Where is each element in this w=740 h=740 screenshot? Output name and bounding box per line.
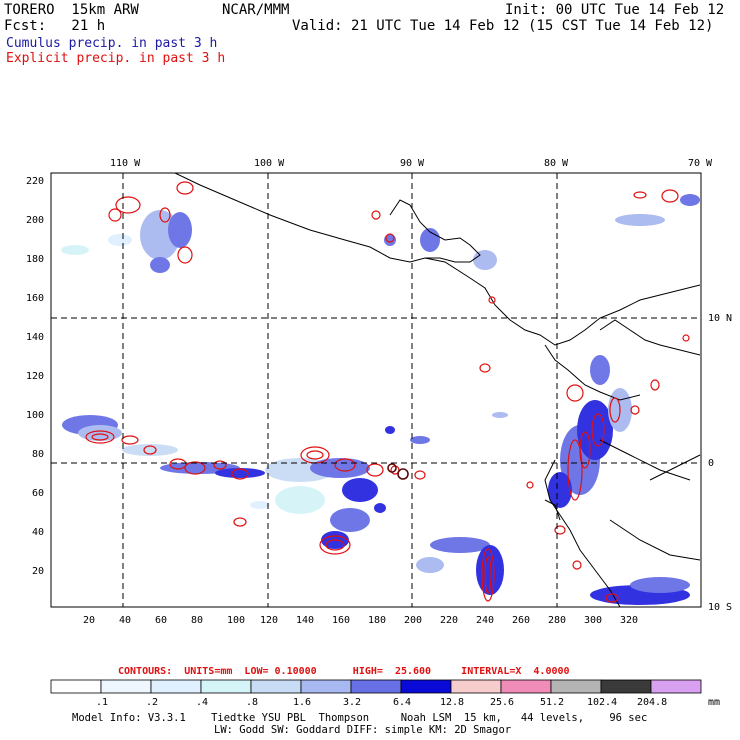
x-tick: 40: [119, 615, 132, 626]
lon-label-70w: 70 W: [688, 158, 713, 169]
model-info-line1: Model Info: V3.3.1 Tiedtke YSU PBL Thomp…: [72, 712, 648, 724]
x-tick: 180: [368, 615, 387, 626]
y-tick: 100: [26, 410, 45, 421]
colorbar-label: .1: [96, 697, 109, 708]
x-tick: 220: [440, 615, 459, 626]
y-tick: 80: [32, 449, 45, 460]
lat-label-10s: 10 S: [708, 602, 733, 613]
organization-label: NCAR/MMM: [222, 2, 290, 18]
x-tick: 120: [260, 615, 279, 626]
lon-label-90w: 90 W: [400, 158, 425, 169]
colorbar-unit: mm: [708, 697, 721, 708]
valid-time: Valid: 21 UTC Tue 14 Feb 12 (15 CST Tue …: [292, 18, 714, 34]
cumulus-legend: Cumulus precip. in past 3 h: [6, 36, 218, 51]
colorbar-label: 102.4: [587, 697, 618, 708]
colorbar-label: 12.8: [440, 697, 465, 708]
x-tick: 200: [404, 615, 423, 626]
explicit-precip-contours: [85, 181, 690, 603]
colorbar-label: 204.8: [637, 697, 668, 708]
explicit-precip-high-contours: [387, 463, 409, 480]
x-tick: 320: [620, 615, 639, 626]
contours-info: CONTOURS: UNITS=mm LOW= 0.10000 HIGH= 25…: [118, 666, 570, 677]
x-tick: 100: [227, 615, 246, 626]
forecast-hour: Fcst: 21 h: [4, 18, 106, 34]
x-tick: 60: [155, 615, 168, 626]
map-frame: [50, 172, 702, 608]
y-tick: 180: [26, 254, 45, 265]
colorbar-label: .8: [246, 697, 259, 708]
x-tick: 240: [476, 615, 495, 626]
y-tick: 160: [26, 293, 45, 304]
lat-label-equator: 0: [708, 458, 715, 469]
explicit-legend: Explicit precip. in past 3 h: [6, 51, 226, 66]
y-tick: 200: [26, 215, 45, 226]
x-tick: 300: [584, 615, 603, 626]
x-tick: 160: [332, 615, 351, 626]
y-tick: 60: [32, 488, 45, 499]
model-info-line2: LW: Godd SW: Goddard DIFF: simple KM: 2D…: [214, 724, 512, 736]
lat-label-10n: 10 N: [708, 313, 733, 324]
x-tick: 80: [191, 615, 204, 626]
x-tick: 20: [83, 615, 96, 626]
y-tick: 140: [26, 332, 45, 343]
y-tick: 40: [32, 527, 45, 538]
lon-label-110w: 110 W: [110, 158, 141, 169]
y-tick: 20: [32, 566, 45, 577]
colorbar-label: .4: [196, 697, 209, 708]
x-tick: 280: [548, 615, 567, 626]
colorbar-label: 3.2: [343, 697, 362, 708]
lon-label-100w: 100 W: [254, 158, 285, 169]
colorbar-label: 1.6: [293, 697, 312, 708]
colorbar-label: 25.6: [490, 697, 515, 708]
y-tick: 120: [26, 371, 45, 382]
colorbar-label: .2: [146, 697, 159, 708]
colorbar-label: 51.2: [540, 697, 565, 708]
x-tick: 140: [296, 615, 315, 626]
model-label: TORERO 15km ARW: [4, 2, 139, 18]
colorbar-label: 6.4: [393, 697, 412, 708]
x-tick: 260: [512, 615, 531, 626]
lat-lon-grid: [51, 173, 701, 607]
lon-label-80w: 80 W: [544, 158, 569, 169]
y-tick: 220: [26, 176, 45, 187]
init-time: Init: 00 UTC Tue 14 Feb 12: [505, 2, 725, 18]
